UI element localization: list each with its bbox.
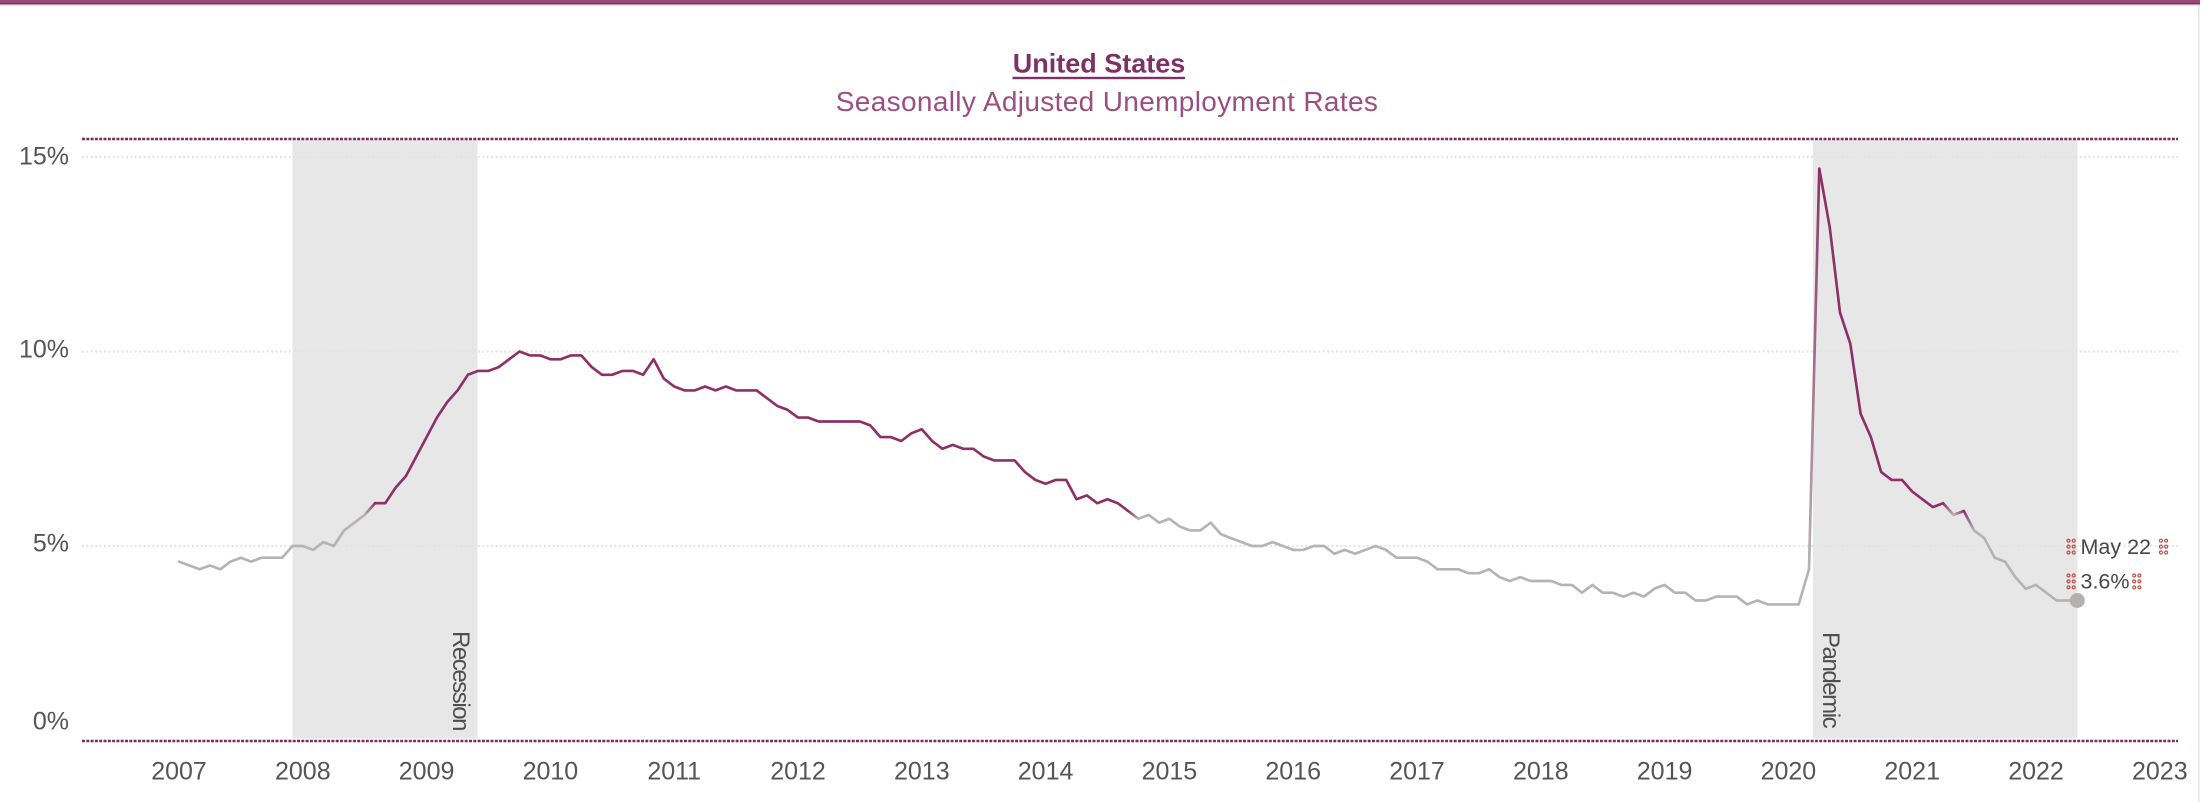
svg-text:2015: 2015 [1142,758,1198,786]
svg-text:2012: 2012 [770,758,826,786]
svg-text:10%: 10% [19,336,69,364]
svg-text:2008: 2008 [275,758,331,786]
svg-text:2019: 2019 [1637,758,1693,786]
svg-text:2018: 2018 [1513,758,1569,786]
svg-text:2007: 2007 [151,758,207,786]
svg-text:3.6%: 3.6% [2081,570,2130,594]
svg-text:2020: 2020 [1761,758,1817,786]
svg-text:2014: 2014 [1018,758,1074,786]
svg-text:Pandemic: Pandemic [1817,632,1844,729]
svg-text:5%: 5% [33,530,69,558]
svg-text:2009: 2009 [399,758,455,786]
svg-text:15%: 15% [19,143,69,171]
svg-text:2022: 2022 [2008,758,2064,786]
svg-text:2021: 2021 [1884,758,1940,786]
svg-text:2010: 2010 [523,758,579,786]
svg-text:2011: 2011 [647,758,701,786]
svg-text:2016: 2016 [1265,758,1321,786]
svg-text:2017: 2017 [1389,758,1445,786]
svg-text:United States: United States [1013,49,1186,79]
svg-text:May 22: May 22 [2081,535,2152,559]
svg-text:Recession: Recession [447,631,474,730]
svg-text:2023: 2023 [2132,758,2188,786]
svg-text:2013: 2013 [894,758,950,786]
svg-text:Seasonally Adjusted Unemployme: Seasonally Adjusted Unemployment Rates [836,86,1378,117]
svg-text:0%: 0% [33,708,69,736]
